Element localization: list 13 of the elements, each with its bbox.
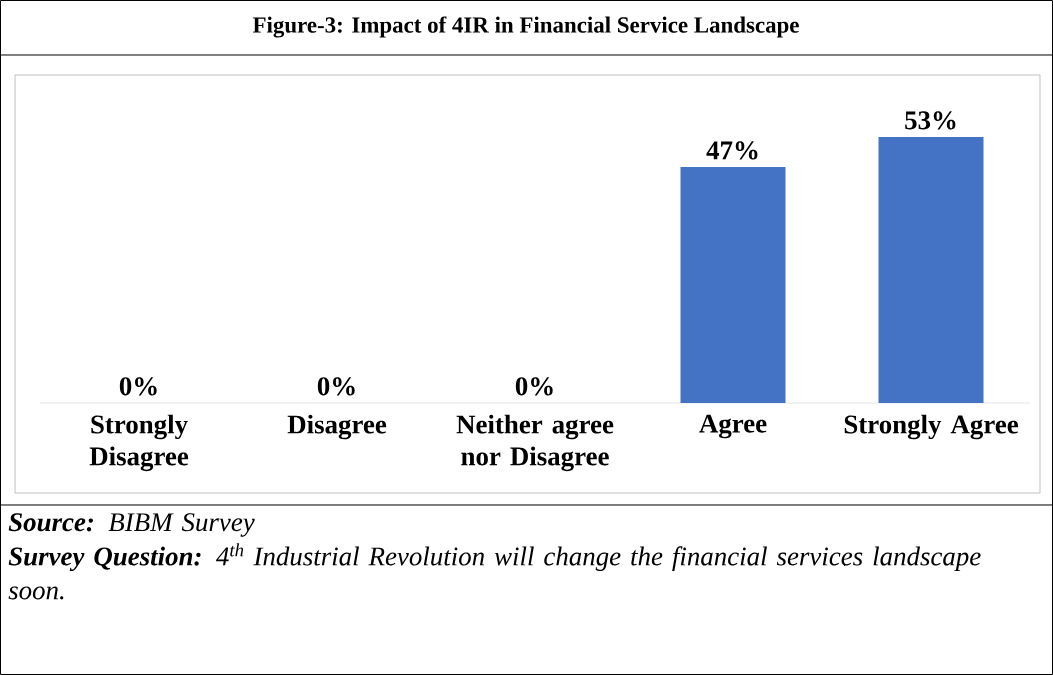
- data-label: 53%: [905, 111, 956, 130]
- data-label: 47%: [706, 141, 758, 160]
- x-tick-label: Disagree: [287, 414, 387, 440]
- data-label: 0%: [317, 377, 355, 396]
- x-tick-label: Strongly Agree: [844, 414, 1018, 440]
- data-label: 0%: [119, 377, 157, 396]
- x-tick-label: Neither agree nor Disagree: [456, 414, 614, 472]
- x-tick-label: Strongly Disagree: [89, 414, 189, 472]
- text: Source: BIBM Survey: [8, 513, 255, 537]
- data-label: 0%: [515, 377, 553, 396]
- text: Survey Question: 4$^{th}$ Industrial Revolution will change the financial services landscape soon.: [8, 543, 981, 600]
- chart-title: Figure-3: Impact of 4IR in Financial Service Landscape: [252, 16, 799, 38]
- x-tick-label: Agree: [699, 414, 767, 439]
